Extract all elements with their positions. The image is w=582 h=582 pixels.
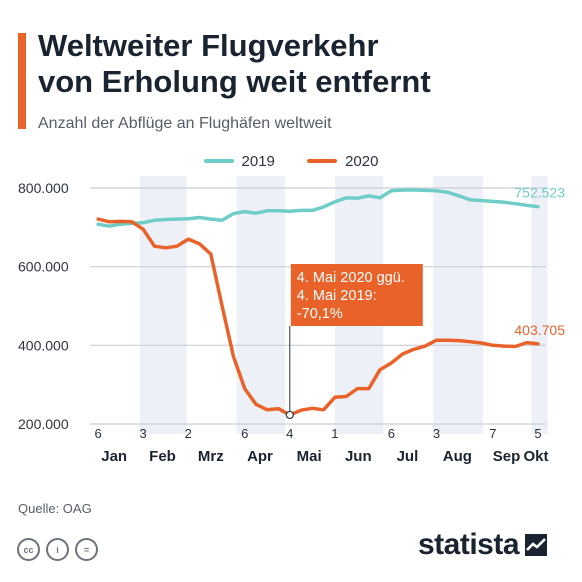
month-label-apr: Apr: [247, 448, 273, 465]
y-tick-label: 400.000: [18, 337, 69, 353]
month-label-jun: Jun: [345, 448, 372, 465]
cc-icon: cc: [17, 538, 40, 561]
month-label-jan: Jan: [101, 448, 127, 465]
line-chart: 200.000 400.000 600.000 800.000 6 3 2 6 4 1 6 3 7 5 Ja…: [18, 176, 565, 465]
legend-swatch-2019: [203, 159, 234, 163]
annotation-line: 4. Mai 2020 ggü.: [297, 270, 405, 286]
accent-bar: [18, 33, 26, 129]
month-band-feb: [139, 176, 187, 434]
legend-item-2019: 2019: [203, 152, 275, 170]
license-icons: cc i =: [17, 538, 98, 561]
title-line-1: Weltweiter Flugverkehr: [38, 28, 379, 63]
statista-logo: statista: [418, 528, 548, 562]
legend-label-2019: 2019: [241, 152, 275, 170]
x-tick-label: 7: [489, 426, 496, 441]
attribution-icon: i: [46, 538, 69, 561]
legend-label-2020: 2020: [345, 152, 379, 170]
annotation-point: [285, 410, 294, 420]
legend-item-2020: 2020: [307, 153, 378, 170]
series-line-2020: [96, 217, 540, 417]
annotation-box: [290, 264, 423, 326]
annotation-line: -70,1%: [297, 306, 343, 322]
end-label-2020: 403.705: [514, 322, 565, 338]
month-label-mrz: Mrz: [198, 448, 224, 465]
annotation-line: 4. Mai 2019:: [297, 288, 377, 304]
month-label-sep: Sep: [493, 448, 521, 465]
x-tick-label: 3: [140, 426, 147, 441]
x-tick-label: 6: [388, 426, 395, 441]
x-tick-label: 6: [241, 426, 248, 441]
x-tick-label: 3: [433, 426, 440, 441]
month-band-apr: [236, 176, 285, 434]
logo-text: statista: [418, 528, 520, 561]
y-tick-label: 800.000: [18, 180, 69, 196]
y-tick-label: 200.000: [18, 416, 69, 432]
series-line-2019: [96, 188, 540, 228]
end-label-2019: 752.523: [514, 185, 565, 201]
logo-mark-icon: [525, 534, 548, 556]
x-tick-label: 6: [94, 426, 101, 441]
month-label-okt: Okt: [523, 448, 548, 465]
month-label-aug: Aug: [443, 448, 472, 465]
no-derivatives-icon: =: [75, 538, 98, 561]
x-tick-label: 4: [286, 426, 293, 441]
subtitle: Anzahl der Abflüge an Flughäfen weltweit: [38, 115, 332, 132]
month-label-mai: Mai: [297, 448, 322, 465]
x-tick-label: 1: [331, 426, 338, 441]
month-label-jul: Jul: [397, 448, 419, 465]
title-line-2: von Erholung weit entfernt: [38, 64, 431, 99]
x-tick-label: 5: [534, 426, 541, 441]
y-tick-label: 600.000: [18, 259, 69, 275]
month-band-okt: [531, 176, 548, 434]
legend: 2019 2020: [0, 150, 582, 170]
month-band-aug: [433, 176, 484, 434]
month-label-feb: Feb: [149, 448, 176, 465]
source-note: Quelle: OAG: [18, 501, 92, 516]
legend-swatch-2020: [307, 159, 338, 163]
x-tick-label: 2: [185, 426, 192, 441]
page-title: Weltweiter Flugverkehr von Erholung weit…: [38, 28, 568, 100]
